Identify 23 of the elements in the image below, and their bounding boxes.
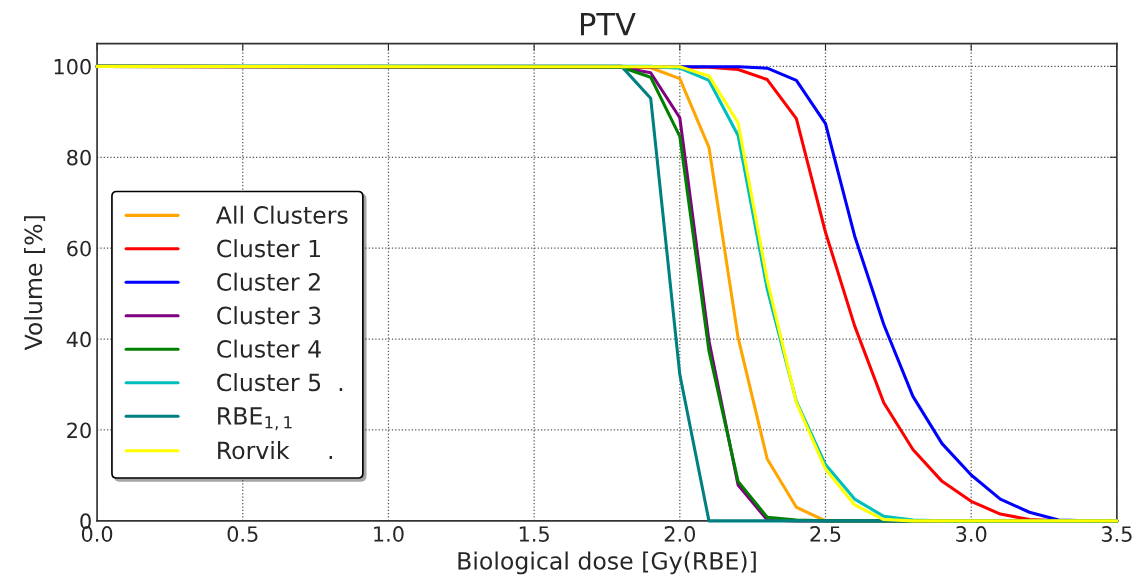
chart-title: PTV — [580, 13, 636, 36]
y-tick-label: 60 — [67, 240, 91, 257]
x-tick-label: 2.5 — [810, 526, 841, 542]
legend-label: Rorvik . — [218, 441, 333, 460]
y-axis-title: Volume [%] — [24, 216, 46, 351]
y-tick-label: 40 — [66, 331, 91, 348]
legend-label: RBE$_{1,1}$ — [218, 407, 292, 431]
x-tick-label: 1.5 — [519, 526, 549, 542]
x-tick-label: 3.5 — [1101, 526, 1132, 542]
y-tick-label: 20 — [67, 422, 91, 439]
x-tick-label: 0.5 — [227, 526, 258, 542]
y-tick-label: 80 — [67, 149, 91, 166]
legend-label: Cluster 5 . — [217, 373, 343, 392]
x-tick-label: 2.0 — [664, 526, 695, 542]
legend-label: Cluster 3 — [217, 306, 321, 325]
legend-label: Cluster 1 — [217, 239, 320, 258]
x-tick-label: 3.0 — [956, 526, 987, 542]
legend-label: Cluster 4 — [217, 339, 321, 358]
y-tick-label: 100 — [54, 58, 91, 75]
x-tick-label: 1.0 — [374, 526, 404, 542]
legend-label: All Clusters — [216, 205, 348, 224]
x-axis-title: Biological dose [Gy(RBE)] — [458, 551, 756, 575]
legend-label: Cluster 2 — [217, 272, 320, 291]
